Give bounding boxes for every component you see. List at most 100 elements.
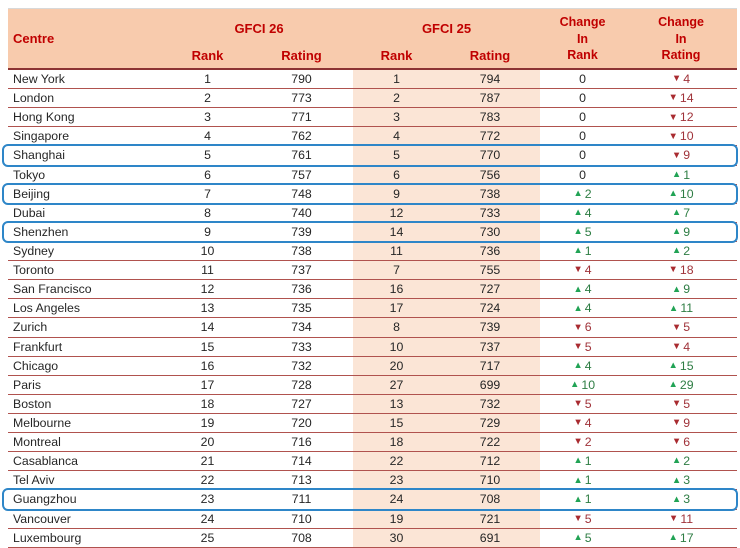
gfci25-rank-cell: 9 [353,184,440,203]
change-in-rating-cell: ▼ 9 [625,146,737,164]
change-value: 5 [683,396,691,411]
down-arrow-icon: ▼ [573,398,583,410]
change-in-rating-cell: ▼ 4 [625,338,737,356]
change-in-rating-cell: ▼ 5 [625,395,737,413]
change-in-rank-cell: ▼ 6 [540,318,625,336]
col-header-gfci26-rating: Rating [281,47,322,63]
change-value: 3 [683,473,691,488]
change-value: 2 [683,244,691,259]
gfci25-rank-cell: 7 [353,261,440,280]
table-row: Beijing 7 748 9 738 ▲ 2 ▲ 10 [2,182,738,205]
table-row: Chicago 16 732 20 717 ▲ 4 ▲ 15 [8,356,737,376]
table-row: New York 1 790 1 794 0 ▼ 4 [8,70,737,90]
centre-cell: Sydney [13,244,55,259]
change-value: 5 [683,320,691,335]
change-value: 29 [679,377,694,392]
change-in-rank-cell: ▲ 5 [540,529,625,547]
gfci25-rating-cell: 721 [440,509,540,528]
change-value: 15 [679,358,694,373]
change-value: 6 [584,320,592,335]
down-arrow-icon: ▼ [668,111,678,123]
table-row: Frankfurt 15 733 10 737 ▼ 5 ▼ 4 [8,337,737,357]
gfci25-rank-cell: 1 [353,70,440,89]
change-in-rank-cell: 0 [579,110,586,125]
down-arrow-icon: ▼ [573,264,583,276]
centre-cell: Dubai [13,205,46,220]
change-value: 1 [584,454,592,469]
gfci25-rank-cell: 24 [353,490,440,509]
gfci25-rank-cell: 30 [353,528,440,547]
centre-cell: Guangzhou [13,492,77,507]
gfci26-rank-cell: 12 [200,282,215,297]
change-in-rating-cell: ▲ 9 [625,223,737,241]
change-in-rank-cell: 0 [579,129,586,144]
centre-cell: Paris [13,377,42,392]
gfci26-rank-cell: 24 [200,511,215,526]
change-value: 12 [679,110,694,125]
gfci25-rating-cell: 727 [440,280,540,299]
gfci26-rating-cell: 761 [291,148,312,163]
gfci26-rank-cell: 23 [200,492,215,507]
up-arrow-icon: ▲ [668,531,678,543]
table-row: Singapore 4 762 4 772 0 ▼ 10 [8,127,737,147]
change-value: 2 [683,454,691,469]
gfci25-rating-cell: 710 [440,471,540,490]
down-arrow-icon: ▼ [668,130,678,142]
change-in-rank-cell: ▲ 10 [540,376,625,394]
table-row: Paris 17 728 27 699 ▲ 10 ▲ 29 [8,375,737,395]
down-arrow-icon: ▼ [668,512,679,524]
change-in-rating-cell: ▲ 17 [625,529,737,547]
gfci26-rating-cell: 735 [291,301,312,316]
change-in-rating-cell: ▲ 3 [625,471,737,489]
gfci26-rank-cell: 19 [200,416,215,431]
up-arrow-icon: ▲ [671,168,682,180]
centre-cell: Singapore [13,129,70,144]
down-arrow-icon: ▼ [573,512,583,524]
table-row: Montreal 20 716 18 722 ▼ 2 ▼ 6 [8,433,737,453]
change-value: 1 [584,492,592,507]
gfci25-rating-cell: 712 [440,452,540,471]
gfci25-rating-cell: 770 [440,146,540,165]
change-value: 9 [683,148,691,163]
gfci26-rank-cell: 18 [200,396,215,411]
gfci26-rank-cell: 25 [200,530,215,545]
down-arrow-icon: ▼ [671,436,682,448]
col-header-gfci25-rating: Rating [469,47,511,63]
gfci25-rank-cell: 17 [353,299,440,318]
table-row: Melbourne 19 720 15 729 ▼ 4 ▼ 9 [8,413,737,434]
change-in-rank-cell: ▲ 1 [540,471,625,489]
gfci25-rating-cell: 724 [440,299,540,318]
gfci26-rating-cell: 710 [291,511,312,526]
gfci26-rating-cell: 762 [291,129,312,144]
gfci25-rank-cell: 20 [353,356,440,375]
gfci25-rating-cell: 717 [440,356,540,375]
col-group-header-gfci25: GFCI 25 [421,21,472,36]
change-in-rating-cell: ▼ 11 [625,510,737,528]
centre-cell: Zurich [13,320,48,335]
gfci26-rating-cell: 734 [291,320,312,335]
change-value: 4 [584,301,592,316]
change-value: 11 [680,301,694,316]
table-row: Toronto 11 737 7 755 ▼ 4 ▼ 18 [8,261,737,281]
centre-cell: Tel Aviv [13,473,55,488]
table-body: New York 1 790 1 794 0 ▼ 4 London 2 773 2… [2,70,738,548]
centre-cell: Hong Kong [13,110,75,125]
up-arrow-icon: ▲ [671,474,682,486]
change-in-rating-cell: ▼ 6 [625,433,737,451]
change-value: 9 [683,282,691,297]
gfci25-rank-cell: 13 [353,394,440,413]
gfci26-rank-cell: 21 [200,454,215,469]
change-in-rating-cell: ▼ 9 [625,414,737,432]
up-arrow-icon: ▲ [573,493,583,505]
table-row: London 2 773 2 787 0 ▼ 14 [8,89,737,109]
gfci26-rank-cell: 10 [200,244,215,259]
gfci26-rank-cell: 4 [204,129,211,144]
col-header-gfci25-rank: Rank [380,47,413,63]
gfci25-rating-cell: 699 [440,375,540,394]
centre-cell: Montreal [13,435,61,450]
gfci26-rank-cell: 15 [200,339,215,354]
gfci26-rank-cell: 16 [200,358,215,373]
table-row: Luxembourg 25 708 30 691 ▲ 5 ▲ 17 [8,528,737,548]
gfci25-rank-cell: 27 [353,375,440,394]
gfci26-rating-cell: 757 [291,167,312,182]
